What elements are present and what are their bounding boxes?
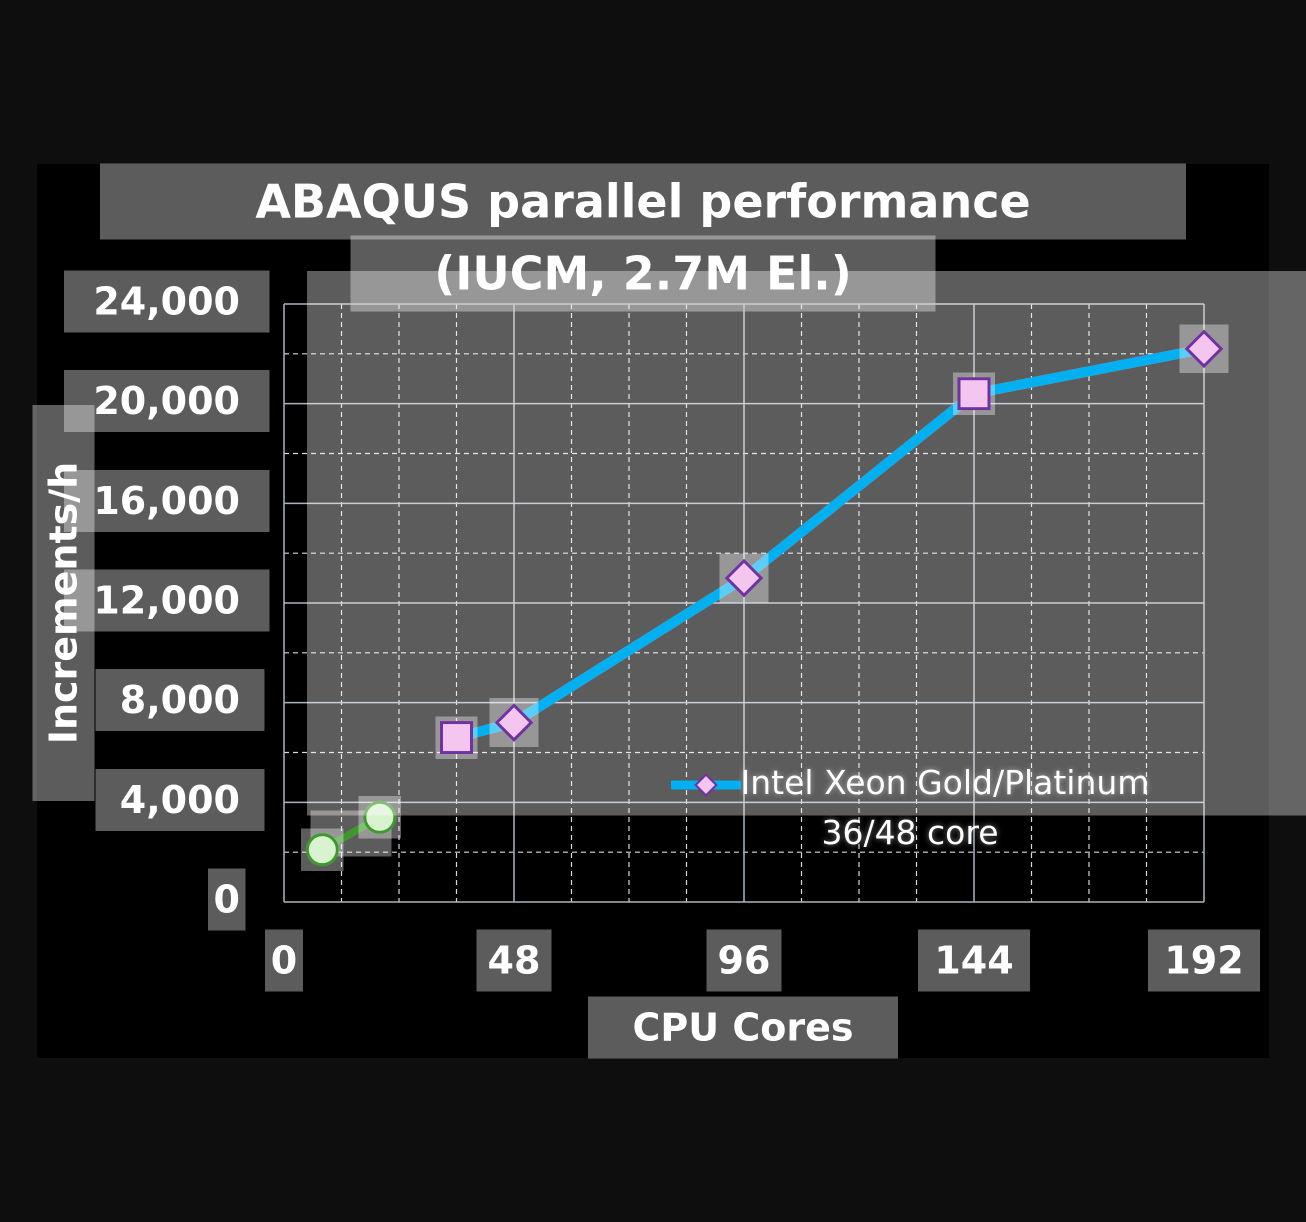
x-tick-label: 96: [718, 939, 771, 983]
y-tick-label: 16,000: [93, 479, 240, 523]
legend-label: Intel Xeon Gold/Platinum 36/48 core: [740, 763, 1150, 852]
x-tick-label: 0: [271, 939, 297, 983]
y-tick-label: 24,000: [93, 280, 240, 324]
panel: [37, 164, 1269, 1058]
marker: [1184, 329, 1224, 369]
marker: [363, 800, 397, 834]
y-tick-label: 12,000: [93, 579, 240, 623]
y-tick-label: 8,000: [120, 678, 240, 722]
marker: [305, 833, 339, 867]
x-tick-label: 144: [934, 939, 1013, 983]
x-tick-label: 48: [488, 939, 541, 983]
y-tick-label: 20,000: [93, 379, 240, 423]
y-axis-label: Increments/h: [42, 462, 86, 744]
marker: [724, 558, 764, 598]
legend: Intel Xeon Gold/Platinum 36/48 core: [620, 758, 1200, 858]
x-axis-label: CPU Cores: [633, 1006, 854, 1050]
chart-title: (IUCM, 2.7M El.): [434, 247, 851, 301]
marker: [957, 377, 991, 411]
marker: [440, 721, 473, 755]
marker: [494, 703, 534, 742]
x-tick-label: 192: [1164, 939, 1243, 983]
y-tick-label: 0: [214, 878, 240, 922]
legend-icon: [668, 772, 744, 797]
chart-title: ABAQUS parallel performance: [255, 175, 1030, 229]
marker: [693, 772, 718, 797]
y-tick-label: 4,000: [120, 778, 240, 822]
